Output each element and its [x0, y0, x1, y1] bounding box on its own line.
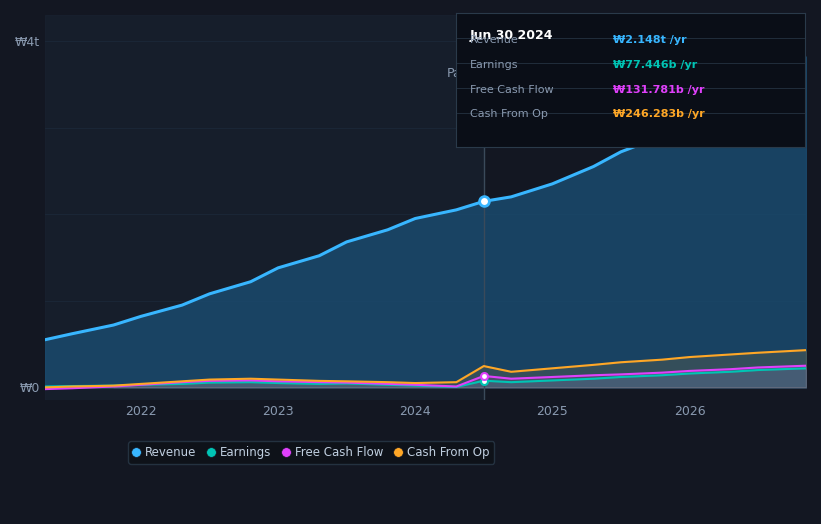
Text: Cash From Op: Cash From Op — [470, 110, 548, 119]
Text: Analysts Forecasts: Analysts Forecasts — [495, 67, 611, 80]
Text: Jun 30 2024: Jun 30 2024 — [470, 29, 553, 42]
Text: ₩2.148t /yr: ₩2.148t /yr — [612, 35, 686, 45]
Text: Revenue: Revenue — [470, 35, 518, 45]
Text: Free Cash Flow: Free Cash Flow — [470, 84, 553, 95]
Text: Past: Past — [447, 67, 473, 80]
Text: Earnings: Earnings — [470, 60, 518, 70]
Text: ₩77.446b /yr: ₩77.446b /yr — [612, 60, 697, 70]
Legend: Revenue, Earnings, Free Cash Flow, Cash From Op: Revenue, Earnings, Free Cash Flow, Cash … — [129, 441, 494, 464]
Text: ₩131.781b /yr: ₩131.781b /yr — [612, 84, 704, 95]
Text: ₩246.283b /yr: ₩246.283b /yr — [612, 110, 704, 119]
Bar — [45, 15, 484, 400]
